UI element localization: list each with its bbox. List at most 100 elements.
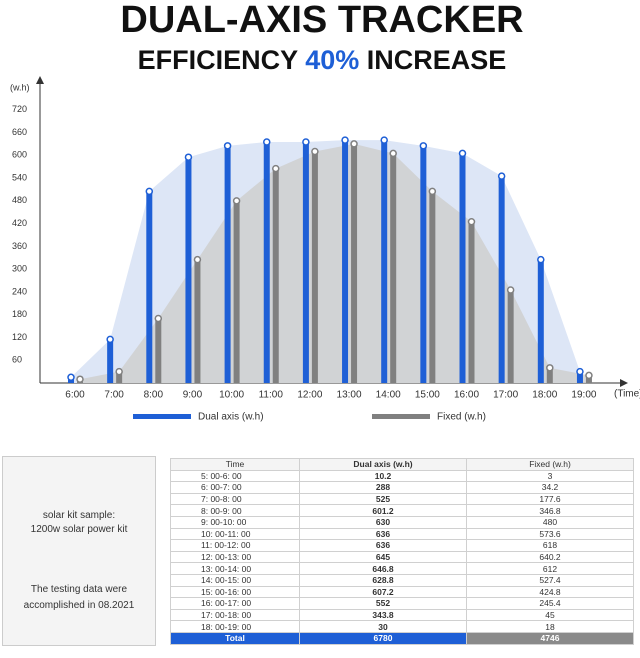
table-row: 5: 00-6: 00 10.2 3 [170,469,634,483]
x-tick-label: 9:00 [183,390,203,401]
x-tick-label: 18:00 [532,390,557,401]
bar-cap [106,335,114,344]
y-axis-label: (w.h) [10,82,30,92]
axis-arrow [620,379,628,387]
table-cell: 16: 00-17: 00 [170,597,300,610]
table-row: 11: 00-12: 00 636 618 [170,539,634,552]
table-cell: 12: 00-13: 00 [170,550,300,564]
bar-cap [223,142,232,150]
axis-arrow [36,76,44,84]
y-tick-label: 540 [12,172,27,182]
table-cell: 3 [466,469,634,483]
bar [498,176,505,383]
bar-cap [145,187,154,196]
bar [155,318,162,383]
bar [311,151,318,383]
y-tick-label: 120 [12,332,27,342]
table-cell: 628.8 [299,573,467,587]
table-cell: 636 [299,527,467,541]
bar [351,143,358,383]
x-tick-label: 6:00 [65,390,85,401]
table-cell: 10.2 [299,469,467,483]
bar [185,157,192,383]
bar-cap [115,367,123,376]
bar-cap [272,164,280,173]
bar-cap [350,140,358,148]
bar [194,259,201,383]
x-tick-label: 7:00 [104,390,124,401]
bar [507,290,514,383]
table-cell: 34.2 [466,481,634,494]
bar [420,145,427,383]
table-cell: 640.2 [466,550,634,564]
bar-cap [154,314,163,323]
bar [233,200,240,383]
bar-cap [311,147,319,156]
chart-title: DUAL-AXIS TRACKER [120,0,523,41]
bar [146,191,153,383]
bar-cap [428,187,437,196]
table-cell: 5: 00-6: 00 [170,469,300,483]
table-row: 8: 00-9: 00 601.2 346.8 [170,504,634,517]
notes-box: solar kit sample: 1200w solar power kit … [2,456,156,646]
table-cell: 18 [466,620,634,633]
table-row: 7: 00-8: 00 525 177.6 [170,492,634,506]
bar-cap [232,197,241,205]
bar [302,142,309,383]
bar-cap [497,172,506,180]
bar-cap [341,136,349,144]
y-tick-label: 420 [12,218,27,228]
bar [272,168,279,383]
table-row: 6: 00-7: 00 288 34.2 [170,481,634,494]
bar [537,259,544,383]
y-tick-label: 300 [12,264,27,274]
bar [342,140,349,383]
bar-cap [76,375,84,383]
table-row: 15: 00-16: 00 607.2 424.8 [170,585,634,599]
legend-swatch [133,414,191,419]
table-cell: 645 [299,550,467,564]
x-tick-label: 13:00 [337,390,362,401]
bar [116,371,123,383]
bar-cap [585,371,593,380]
legend-swatch [372,414,430,419]
x-tick-label: 17:00 [493,390,518,401]
table-cell: 11: 00-12: 00 [170,539,300,552]
table-cell: 607.2 [299,585,467,599]
header-cell: Dual axis (w.h) [299,458,467,471]
table-row: 12: 00-13: 00 645 640.2 [170,550,634,564]
x-tick-label: 15:00 [415,390,440,401]
bar [390,153,397,383]
y-tick-label: 360 [12,241,27,251]
bar-cap [419,142,428,150]
bar [381,140,388,383]
table-cell: 17: 00-18: 00 [170,608,300,622]
table-row: 14: 00-15: 00 628.8 527.4 [170,573,634,587]
table-cell: 618 [466,539,634,552]
bar-cap [467,217,476,226]
note: accomplished in 08.2021 [23,600,135,611]
table-cell: 552 [299,597,467,610]
total-cell: 6780 [299,631,467,645]
table-cell: 525 [299,492,467,506]
table-cell: 8: 00-9: 00 [170,504,300,517]
x-tick-label: 11:00 [259,390,284,401]
table-cell: 9: 00-10: 00 [170,515,300,529]
table-cell: 45 [466,608,634,622]
legend-label: Dual axis (w.h) [198,412,264,423]
bar [429,191,436,383]
subtitle-text: EFFICIENCY [138,45,299,75]
table-cell: 7: 00-8: 00 [170,492,300,506]
y-tick-label: 600 [12,150,27,160]
table-row: 13: 00-14: 00 646.8 612 [170,562,634,575]
table-row: 16: 00-17: 00 552 245.4 [170,597,634,610]
table-row: 17: 00-18: 00 343.8 45 [170,608,634,622]
bar-cap [193,255,202,264]
bar-cap [67,373,75,382]
bar-cap [576,367,584,376]
bar-cap [458,149,467,158]
bar-cap [389,149,397,158]
table-row: 18: 00-19: 00 30 18 [170,620,634,633]
table-cell: 6: 00-7: 00 [170,481,300,494]
